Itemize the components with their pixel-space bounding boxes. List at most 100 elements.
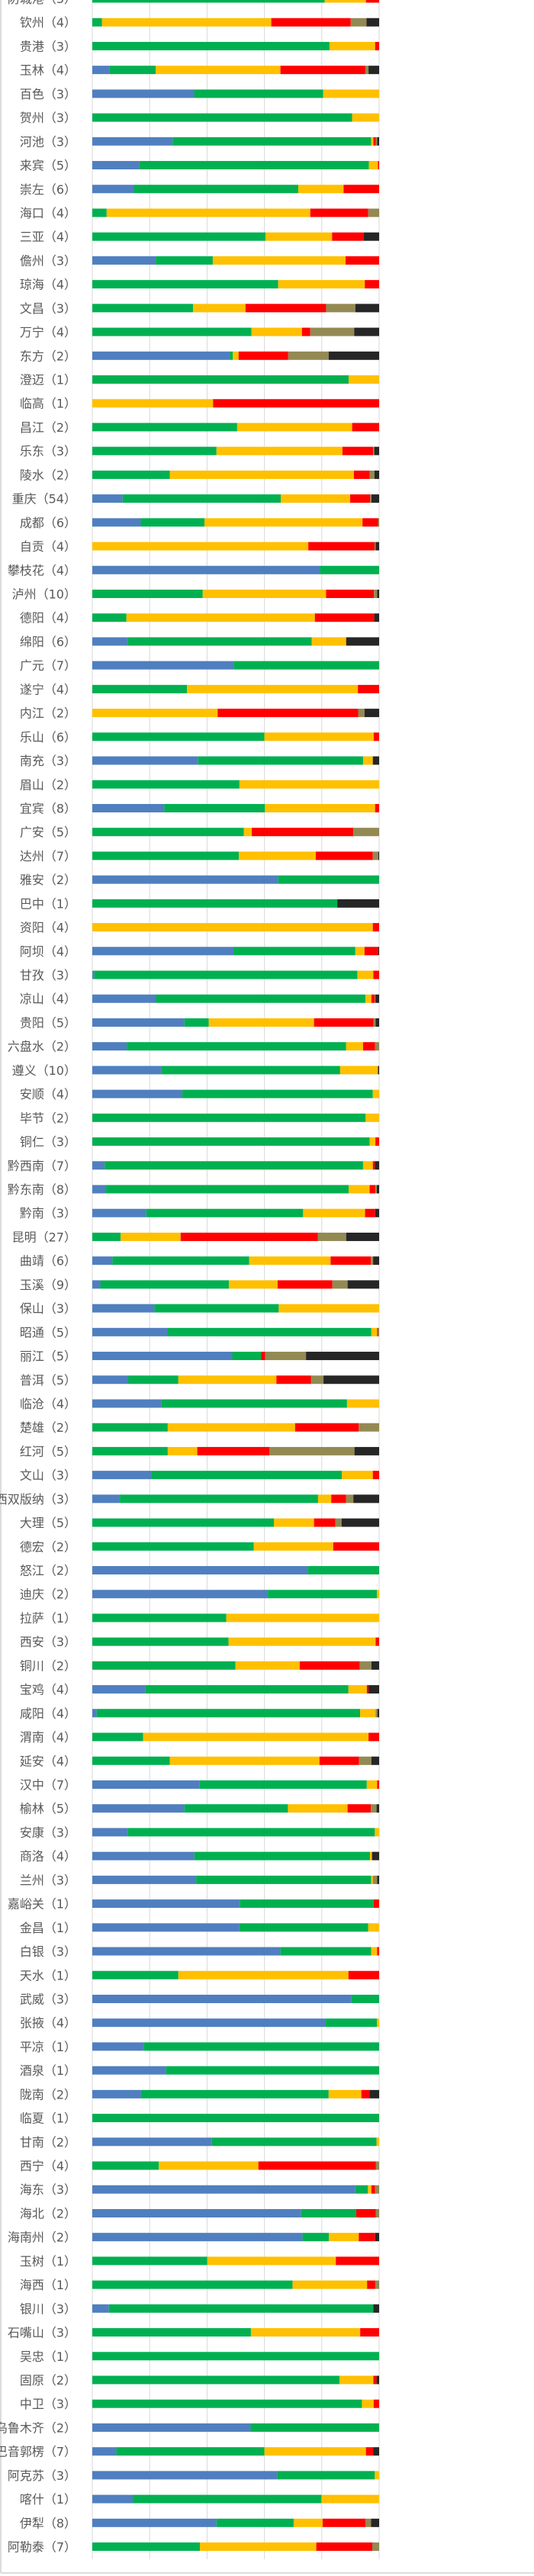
bar-segment-series-3 [303, 1208, 365, 1217]
bar-segment-series-1 [92, 1828, 128, 1837]
bar-segment-series-5 [310, 327, 355, 336]
bar-row [92, 18, 379, 27]
category-label: 贵港（3） [20, 39, 76, 53]
bar-segment-series-4 [217, 709, 359, 718]
bar-row [92, 661, 379, 670]
bar-segment-series-4 [372, 923, 379, 932]
bar-segment-series-4 [365, 0, 379, 3]
category-label: 石嘴山（3） [8, 2326, 76, 2340]
bar-segment-series-5 [375, 2185, 379, 2194]
bar-segment-series-3 [324, 0, 366, 3]
bar-segment-series-4 [366, 1685, 369, 1694]
bar-segment-series-3 [355, 947, 365, 956]
bar-row [92, 518, 379, 527]
bar-row [92, 2494, 379, 2504]
category-label: 内江（2） [20, 706, 76, 721]
category-label: 武威（3） [20, 1992, 76, 2006]
category-label: 阿坝（4） [20, 944, 76, 959]
bar-segment-series-6 [376, 1804, 379, 1813]
bar-segment-series-2 [92, 470, 170, 479]
bar-row [92, 1590, 379, 1599]
bar-segment-series-6 [372, 756, 379, 765]
bar-segment-series-1 [92, 1352, 233, 1361]
bar-segment-series-3 [235, 1661, 300, 1670]
bar-segment-series-4 [314, 613, 375, 622]
bar-segment-series-1 [92, 1304, 155, 1313]
bar-segment-series-4 [350, 494, 371, 503]
category-label: 毕节（2） [20, 1111, 76, 1125]
category-label: 喀什（1） [20, 2492, 76, 2507]
bar-segment-series-5 [326, 304, 355, 313]
bar-segment-series-5 [371, 1804, 377, 1813]
bar-segment-series-4 [245, 304, 327, 313]
category-label: 达州（7） [20, 849, 76, 863]
bar-segment-series-1 [92, 2137, 212, 2147]
category-label: 成都（6） [20, 516, 76, 530]
bar-row [92, 113, 379, 122]
bar-segment-series-4 [332, 232, 364, 241]
bar-segment-series-3 [92, 709, 218, 718]
bar-segment-series-3 [311, 637, 346, 646]
bar-row [92, 232, 379, 241]
bar-segment-series-2 [133, 2494, 322, 2504]
bar-row [92, 2256, 379, 2266]
category-label: 临高（1） [20, 397, 76, 411]
bar-row [92, 2018, 379, 2028]
bar-segment-series-2 [105, 1161, 363, 1170]
bar-segment-series-2 [199, 1780, 367, 1789]
bar-segment-series-1 [92, 2423, 251, 2432]
bar-segment-series-3 [329, 41, 375, 50]
bar-segment-series-1 [92, 1590, 269, 1599]
bar-segment-series-2 [250, 2423, 379, 2432]
bar-segment-series-3 [178, 1375, 277, 1384]
bar-segment-series-2 [233, 947, 355, 956]
category-label: 延安（4） [20, 1754, 76, 1768]
bar-segment-series-3 [249, 1256, 331, 1265]
category-label: 大理（5） [20, 1516, 76, 1530]
bar-segment-series-1 [92, 66, 110, 75]
bar-row [92, 637, 379, 646]
bar-row [92, 2114, 379, 2123]
bar-segment-series-3 [376, 2018, 379, 2028]
bar-segment-series-3 [226, 1613, 379, 1622]
category-label: 遂宁（4） [20, 682, 76, 696]
category-label: 海口（4） [20, 206, 76, 220]
category-label: 西宁（4） [20, 2159, 76, 2173]
bar-segment-series-1 [92, 994, 156, 1003]
bar-segment-series-2 [140, 518, 205, 527]
bar-segment-series-3 [365, 994, 372, 1003]
bar-segment-series-4 [364, 947, 378, 956]
bar-segment-series-3 [376, 2137, 379, 2147]
bar-segment-series-3 [278, 1304, 379, 1313]
category-label: 广安（5） [20, 825, 76, 840]
bar-segment-series-2 [154, 1304, 279, 1313]
category-label: 泸州（10） [12, 587, 76, 602]
bar-segment-series-2 [156, 256, 213, 265]
bar-row [92, 1375, 379, 1384]
category-label: 曲靖（6） [20, 1254, 76, 1269]
bar-segment-series-6 [375, 2233, 379, 2242]
bar-row [92, 2185, 379, 2194]
category-label: 遵义（10） [12, 1063, 76, 1078]
bar-row [92, 1018, 379, 1027]
category-label: 宝鸡（4） [20, 1683, 76, 1697]
bar-row [92, 1780, 379, 1789]
bar-row [92, 2066, 379, 2075]
bar-segment-series-2 [184, 1018, 209, 1027]
bar-row [92, 756, 379, 765]
bar-segment-series-4 [372, 1161, 375, 1170]
bar-segment-series-3 [362, 756, 373, 765]
bar-row [92, 0, 379, 3]
category-label: 海南州（2） [8, 2230, 76, 2245]
bar-segment-series-2 [92, 828, 244, 837]
bar-row [92, 137, 379, 146]
bar-segment-series-6 [375, 994, 379, 1003]
bar-segment-series-6 [346, 637, 379, 646]
bar-segment-series-4 [358, 684, 379, 693]
bar-segment-series-4 [373, 732, 379, 741]
bar-segment-series-2 [151, 1471, 343, 1480]
bar-segment-series-5 [375, 2280, 379, 2289]
bar-row [92, 2280, 379, 2289]
category-label: 阿克苏（3） [8, 2468, 76, 2483]
bar-row [92, 2542, 379, 2552]
